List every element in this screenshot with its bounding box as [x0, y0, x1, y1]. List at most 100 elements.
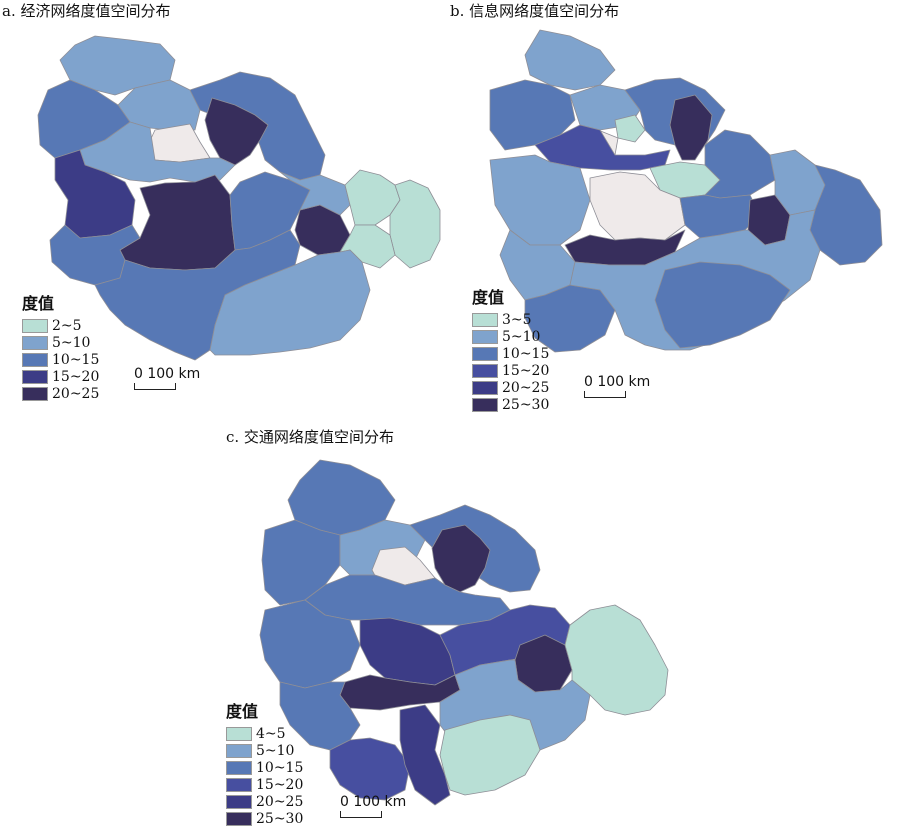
legend-swatch [22, 386, 48, 401]
map-panel-a: a. 经济网络度值空间分布 度值 2~5 5~10 10~15 15~20 20… [0, 0, 450, 420]
legend-label: 20~25 [256, 793, 304, 810]
legend-title: 度值 [472, 288, 505, 307]
legend-item: 15~20 [22, 368, 99, 385]
legend-swatch [226, 760, 252, 775]
legend-item: 5~10 [226, 742, 303, 759]
legend-item: 5~10 [472, 328, 549, 345]
map-title-b: b. 信息网络度值空间分布 [450, 2, 620, 20]
legend-swatch [226, 743, 252, 758]
legend-swatch [472, 329, 498, 344]
legend-swatch [22, 318, 48, 333]
region [809, 164, 883, 266]
region [204, 97, 269, 166]
region [79, 121, 236, 183]
region [654, 261, 791, 349]
legend-item: 2~5 [22, 317, 99, 334]
legend-item: 4~5 [226, 725, 303, 742]
region [489, 79, 576, 151]
scale-bar-line [134, 383, 176, 390]
region [147, 123, 211, 163]
region [524, 29, 616, 91]
legend-a: 度值 2~5 5~10 10~15 15~20 20~25 [22, 290, 99, 402]
legend-label: 15~20 [256, 776, 304, 793]
region [389, 179, 441, 269]
region [524, 284, 616, 353]
legend-label: 4~5 [256, 725, 286, 742]
region [614, 114, 646, 143]
legend-swatch [472, 363, 498, 378]
legend-item: 25~30 [226, 810, 303, 827]
legend-swatch [226, 794, 252, 809]
region [669, 94, 713, 161]
legend-item: 5~10 [22, 334, 99, 351]
legend-label: 2~5 [52, 317, 82, 334]
legend-swatch [472, 346, 498, 361]
legend-item: 25~30 [472, 396, 549, 413]
region [59, 35, 176, 96]
legend-swatch [226, 777, 252, 792]
legend-item: 15~20 [472, 362, 549, 379]
scale-bar-line [340, 811, 382, 818]
region [264, 159, 351, 216]
legend-label: 10~15 [52, 351, 100, 368]
legend-item: 3~5 [472, 311, 549, 328]
region [329, 737, 411, 801]
legend-label: 25~30 [256, 810, 304, 827]
legend-swatch [472, 380, 498, 395]
region [339, 224, 396, 269]
map-title-c: c. 交通网络度值空间分布 [226, 428, 394, 446]
map-b [489, 29, 883, 353]
legend-label: 5~10 [52, 334, 91, 351]
legend-swatch [226, 726, 252, 741]
scale-bar-line [584, 391, 626, 398]
region [399, 704, 451, 806]
legend-item: 10~15 [22, 351, 99, 368]
legend-swatch [472, 397, 498, 412]
legend-label: 3~5 [502, 311, 532, 328]
region [431, 524, 491, 593]
legend-swatch [226, 811, 252, 826]
legend-item: 10~15 [472, 345, 549, 362]
map-a [37, 35, 441, 361]
region [489, 154, 591, 246]
legend-label: 5~10 [502, 328, 541, 345]
region [704, 129, 776, 199]
legend-label: 20~25 [52, 385, 100, 402]
legend-label: 25~30 [502, 396, 550, 413]
legend-item: 20~25 [22, 385, 99, 402]
legend-item: 20~25 [226, 793, 303, 810]
region [259, 599, 361, 689]
legend-label: 5~10 [256, 742, 295, 759]
legend-label: 10~15 [502, 345, 550, 362]
map-title-a: a. 经济网络度值空间分布 [2, 2, 171, 20]
region [589, 171, 686, 241]
region [119, 174, 236, 271]
region [279, 681, 361, 751]
legend-label: 15~20 [502, 362, 550, 379]
scale-bar-c: 0 100 km [340, 794, 406, 818]
legend-swatch [22, 352, 48, 367]
legend-item: 20~25 [472, 379, 549, 396]
region [439, 714, 541, 796]
map-c [259, 459, 669, 806]
map-panel-c: c. 交通网络度值空间分布 度值 4~5 5~10 10~15 15~20 20… [210, 420, 690, 827]
legend-item: 10~15 [226, 759, 303, 776]
legend-label: 20~25 [502, 379, 550, 396]
legend-c: 度值 4~5 5~10 10~15 15~20 20~25 25~30 [226, 698, 303, 827]
region [564, 604, 669, 716]
legend-label: 10~15 [256, 759, 304, 776]
legend-swatch [22, 335, 48, 350]
legend-label: 15~20 [52, 368, 100, 385]
scale-label: 0 100 km [584, 374, 651, 390]
legend-swatch [472, 312, 498, 327]
scale-bar-a: 0 100 km [134, 366, 200, 390]
scale-label: 0 100 km [134, 366, 201, 382]
map-panel-b: b. 信息网络度值空间分布 度值 3~5 5~10 10~15 15~20 20… [450, 0, 900, 420]
scale-label: 0 100 km [340, 794, 407, 810]
legend-title: 度值 [226, 702, 259, 721]
legend-swatch [22, 369, 48, 384]
region [209, 249, 371, 356]
legend-b: 度值 3~5 5~10 10~15 15~20 20~25 25~30 [472, 284, 549, 413]
scale-bar-b: 0 100 km [584, 374, 650, 398]
region [359, 617, 456, 686]
